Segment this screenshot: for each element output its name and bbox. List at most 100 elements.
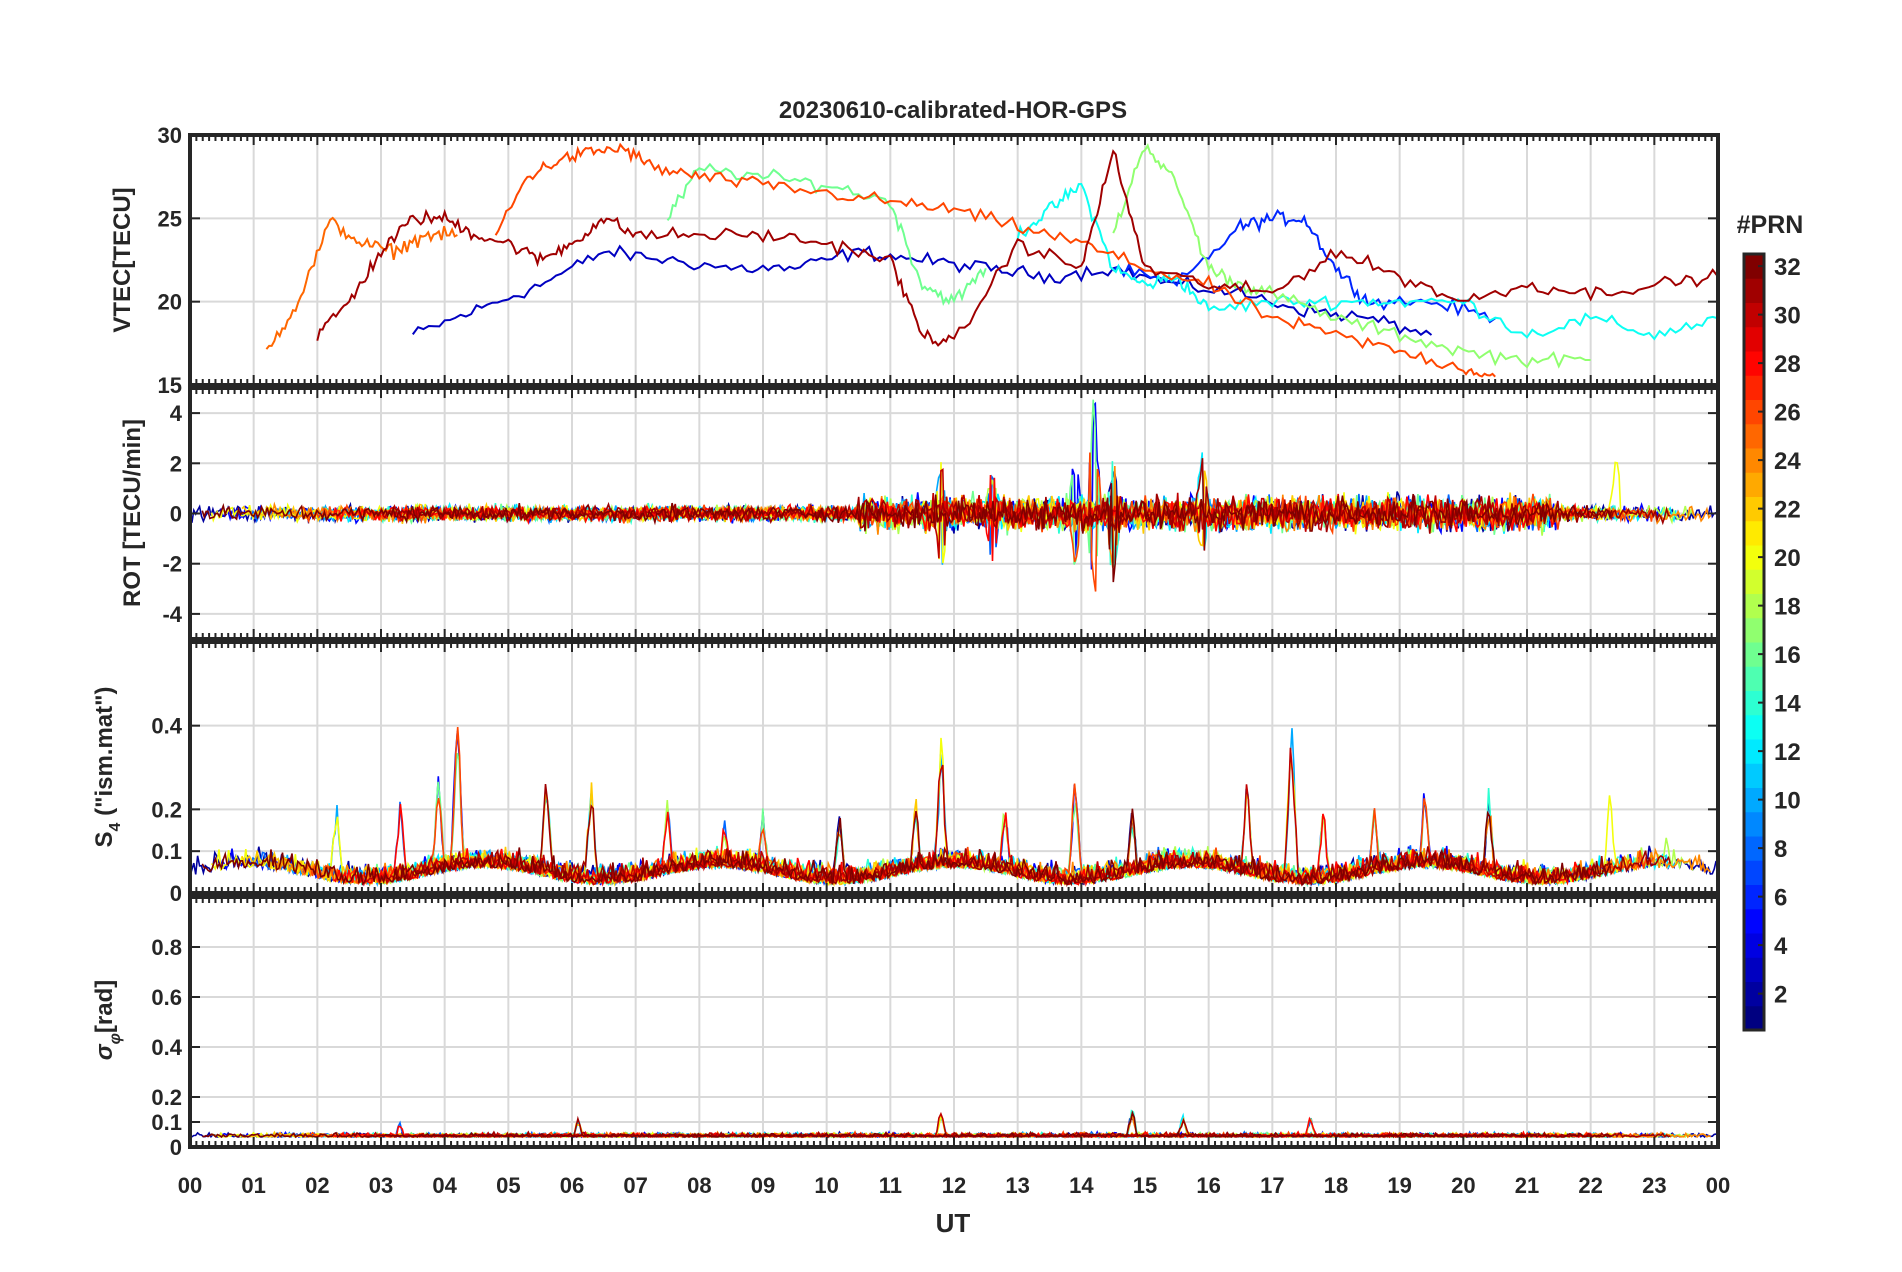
x-tick-label: 21 — [1515, 1173, 1539, 1198]
colorbar-label: #PRN — [1737, 211, 1804, 239]
colorbar-swatch — [1744, 690, 1764, 716]
colorbar-swatch — [1744, 714, 1764, 740]
y-tick-label: 25 — [158, 206, 182, 231]
colorbar-swatch — [1744, 666, 1764, 691]
vtec-series-prn-17 — [1112, 143, 1591, 369]
colorbar-swatch — [1744, 375, 1764, 400]
y-tick-label: 0 — [170, 502, 182, 527]
chart-title: 20230610-calibrated-HOR-GPS — [779, 97, 1127, 124]
y-tick-label: 0.2 — [151, 1085, 182, 1110]
vtec-series-prn-13 — [1016, 182, 1718, 341]
s4-series-prn-32 — [201, 808, 1613, 887]
y-tick-label: -2 — [162, 552, 182, 577]
colorbar-swatch — [1744, 278, 1764, 303]
rot-series-prn-32 — [201, 483, 1613, 583]
x-tick-label: 10 — [814, 1173, 838, 1198]
rot-axes-box — [188, 386, 1720, 641]
y-tick-label: 0.8 — [151, 935, 182, 960]
x-tick-label: 20 — [1451, 1173, 1475, 1198]
x-tick-label: 18 — [1324, 1173, 1348, 1198]
rot-series-prn-16 — [372, 399, 1562, 565]
x-tick-label: 14 — [1069, 1173, 1094, 1198]
y-tick-label: 0.4 — [151, 1035, 182, 1060]
colorbar-swatch — [1744, 642, 1764, 667]
rot-series-prn-30 — [363, 468, 1538, 559]
x-tick-label: 04 — [432, 1173, 457, 1198]
y-tick-label: 20 — [158, 290, 182, 315]
x-tick-label: 12 — [942, 1173, 966, 1198]
sigma-ylabel: σφ[rad] — [91, 980, 124, 1061]
y-tick-label: 4 — [170, 401, 183, 426]
colorbar-tick-label: 14 — [1774, 691, 1801, 718]
colorbar-tick-label: 20 — [1774, 545, 1801, 572]
x-tick-label: 06 — [560, 1173, 584, 1198]
colorbar-swatch — [1744, 423, 1764, 449]
colorbar-tick-label: 24 — [1774, 448, 1801, 475]
colorbar-swatch — [1744, 908, 1764, 934]
x-tick-label: 08 — [687, 1173, 711, 1198]
x-tick-label: 00 — [178, 1173, 202, 1198]
y-tick-label: 0.1 — [151, 1110, 182, 1135]
x-tick-label: 02 — [305, 1173, 329, 1198]
s4-axes-box — [188, 640, 1720, 895]
colorbar-swatch — [1744, 836, 1764, 861]
y-tick-label: 0.6 — [151, 985, 182, 1010]
vtec-series-prn-6 — [1112, 208, 1496, 324]
y-tick-label: -4 — [162, 602, 182, 627]
x-tick-label: 13 — [1005, 1173, 1029, 1198]
panel-rot: -4 -2 0 2 4 ROT [TECU/min] — [119, 386, 1720, 641]
colorbar-tick-label: 26 — [1774, 400, 1801, 427]
x-tick-label: 22 — [1578, 1173, 1602, 1198]
colorbar-swatch — [1744, 326, 1764, 352]
y-tick-label: 0 — [170, 1135, 182, 1160]
panel-s4: 0 0.1 0.2 0.4 S4 ("ism.mat") — [91, 640, 1720, 906]
x-tick-label: 15 — [1133, 1173, 1157, 1198]
x-tick-label: 00 — [1706, 1173, 1730, 1198]
colorbar-tick-label: 4 — [1774, 933, 1788, 960]
colorbar-swatch — [1744, 472, 1764, 497]
colorbar-swatch — [1744, 617, 1764, 643]
colorbar-swatch — [1744, 496, 1764, 522]
x-axis-label: UT — [936, 1208, 971, 1238]
x-tick-label: 01 — [241, 1173, 265, 1198]
x-tick-label: 19 — [1387, 1173, 1411, 1198]
vtec-ylabel: VTEC[TECU] — [109, 187, 136, 332]
y-tick-label: 2 — [170, 451, 182, 476]
colorbar-swatch — [1744, 448, 1764, 473]
colorbar-swatch — [1744, 981, 1764, 1007]
x-tick-label: 23 — [1642, 1173, 1666, 1198]
colorbar-swatch — [1744, 545, 1764, 570]
colorbar-tick-label: 16 — [1774, 642, 1801, 669]
y-tick-label: 0 — [170, 881, 182, 906]
colorbar-tick-label: 32 — [1774, 254, 1801, 281]
y-tick-label: 0.4 — [151, 714, 182, 739]
colorbar-swatch — [1744, 351, 1764, 376]
colorbar-swatch — [1744, 787, 1764, 813]
colorbar-tick-label: 22 — [1774, 497, 1801, 524]
x-tick-label: 09 — [751, 1173, 775, 1198]
colorbar-swatch — [1744, 860, 1764, 885]
colorbar-swatch — [1744, 1005, 1764, 1031]
colorbar-tick-label: 12 — [1774, 739, 1801, 766]
x-tick-label: 07 — [623, 1173, 647, 1198]
vtec-series-prn-25 — [265, 216, 458, 350]
y-tick-label: 0.1 — [151, 839, 182, 864]
colorbar-swatch — [1744, 254, 1764, 279]
x-tick-label: 03 — [369, 1173, 393, 1198]
colorbar-swatch — [1744, 763, 1764, 788]
colorbar-tick-label: 18 — [1774, 594, 1801, 621]
sigma-series-prn-32 — [202, 1110, 1613, 1139]
colorbar-swatch — [1744, 593, 1764, 619]
colorbar-swatch — [1744, 520, 1764, 546]
colorbar-swatch — [1744, 957, 1764, 982]
colorbar-swatch — [1744, 739, 1764, 764]
vtec-series-prn-16 — [666, 162, 987, 306]
x-tick-label: 17 — [1260, 1173, 1284, 1198]
colorbar-swatch — [1744, 399, 1764, 425]
x-tick-label: 05 — [496, 1173, 520, 1198]
vtec-series-prn-26 — [494, 142, 1496, 378]
x-tick-label: 16 — [1196, 1173, 1220, 1198]
colorbar-tick-label: 8 — [1774, 836, 1787, 863]
colorbar-swatch — [1744, 569, 1764, 594]
